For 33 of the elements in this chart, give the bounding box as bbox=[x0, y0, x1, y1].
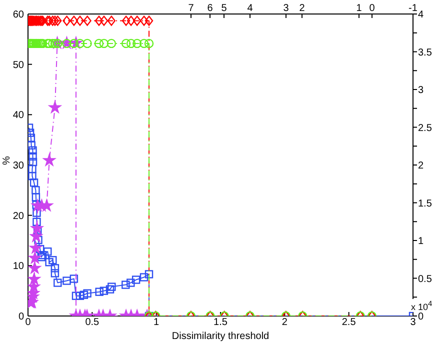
y2-tick-label: 1.5 bbox=[418, 198, 432, 210]
y2-tick-label: 2 bbox=[418, 160, 424, 172]
x-tick-label: 0.5 bbox=[85, 317, 100, 328]
y-tick-label: 20 bbox=[12, 210, 24, 222]
y-tick-label: 30 bbox=[12, 160, 24, 172]
text: -1 bbox=[408, 3, 418, 14]
x-tick-label: 3 bbox=[410, 317, 416, 328]
text: 3 bbox=[283, 3, 290, 14]
text: 7 bbox=[188, 3, 194, 14]
annotation: x 10$^{4}$ bbox=[411, 299, 432, 312]
x-tick-label: 2.5 bbox=[342, 317, 356, 328]
y2-tick-label: 0.5 bbox=[418, 274, 432, 285]
x-tick-label: 0 bbox=[25, 317, 32, 328]
y2-tick-label: 3 bbox=[418, 85, 424, 96]
text: 2 bbox=[299, 3, 306, 14]
y-axis-title: % bbox=[2, 156, 13, 165]
text: 0 bbox=[369, 3, 376, 14]
x-tick-label: 1 bbox=[154, 317, 160, 328]
y-tick-label: 60 bbox=[12, 10, 24, 21]
text: 5 bbox=[221, 3, 228, 14]
x-tick-label: 1.5 bbox=[214, 317, 228, 328]
y2-tick-label: 2.5 bbox=[418, 122, 432, 134]
text: 4 bbox=[247, 3, 254, 14]
x-axis-title: Dissimilarity threshold bbox=[172, 331, 270, 342]
text: 6 bbox=[207, 3, 214, 14]
y-tick-label: 50 bbox=[12, 60, 24, 71]
y2-tick-label: 3.5 bbox=[418, 47, 432, 58]
x-tick-label: 2 bbox=[282, 317, 288, 328]
y2-tick-label: 1 bbox=[418, 236, 424, 248]
y-tick-label: 40 bbox=[12, 110, 24, 122]
text: 1 bbox=[356, 3, 362, 14]
y-tick-label: 10 bbox=[12, 261, 24, 272]
y2-tick-label: 4 bbox=[418, 10, 424, 21]
